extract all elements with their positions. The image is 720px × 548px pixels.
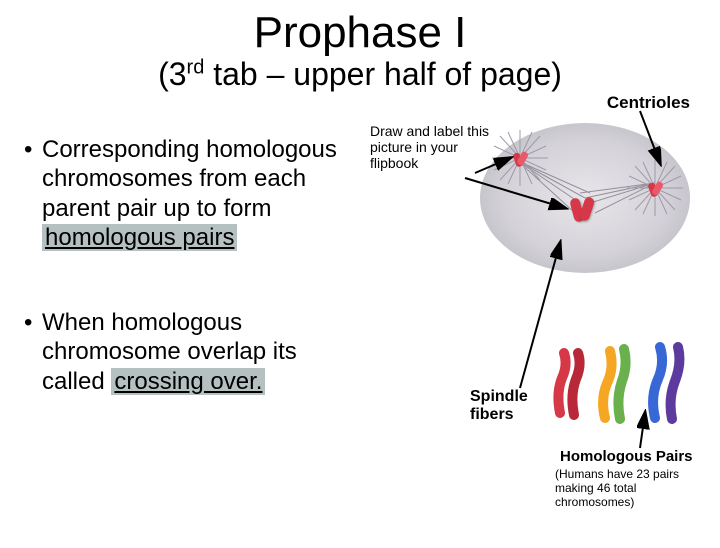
subtitle-post: tab – upper half of page)	[204, 56, 562, 92]
page-subtitle: (3rd tab – upper half of page)	[0, 56, 720, 93]
centriole-aster-icon	[490, 128, 550, 188]
content-area: • Corresponding homologous chromosomes f…	[0, 93, 720, 513]
bullet-dot: •	[24, 135, 42, 252]
centriole-aster-icon	[625, 158, 685, 218]
bullet-list: • Corresponding homologous chromosomes f…	[24, 135, 364, 452]
page-title: Prophase I	[0, 8, 720, 58]
bullet-pre: Corresponding homologous chromosomes fro…	[42, 136, 337, 222]
list-item: • Corresponding homologous chromosomes f…	[24, 135, 364, 252]
bullet-dot: •	[24, 308, 42, 396]
cell-diagram	[420, 103, 720, 483]
subtitle-sup: rd	[187, 56, 205, 78]
bullet-text: When homologous chromosome overlap its c…	[42, 308, 364, 396]
subtitle-pre: (3	[158, 56, 186, 92]
list-item: • When homologous chromosome overlap its…	[24, 308, 364, 396]
bullet-text: Corresponding homologous chromosomes fro…	[42, 135, 364, 252]
homologous-pairs-icon	[550, 323, 710, 443]
bullet-highlight: crossing over.	[111, 368, 265, 395]
bullet-highlight: homologous pairs	[42, 224, 237, 251]
